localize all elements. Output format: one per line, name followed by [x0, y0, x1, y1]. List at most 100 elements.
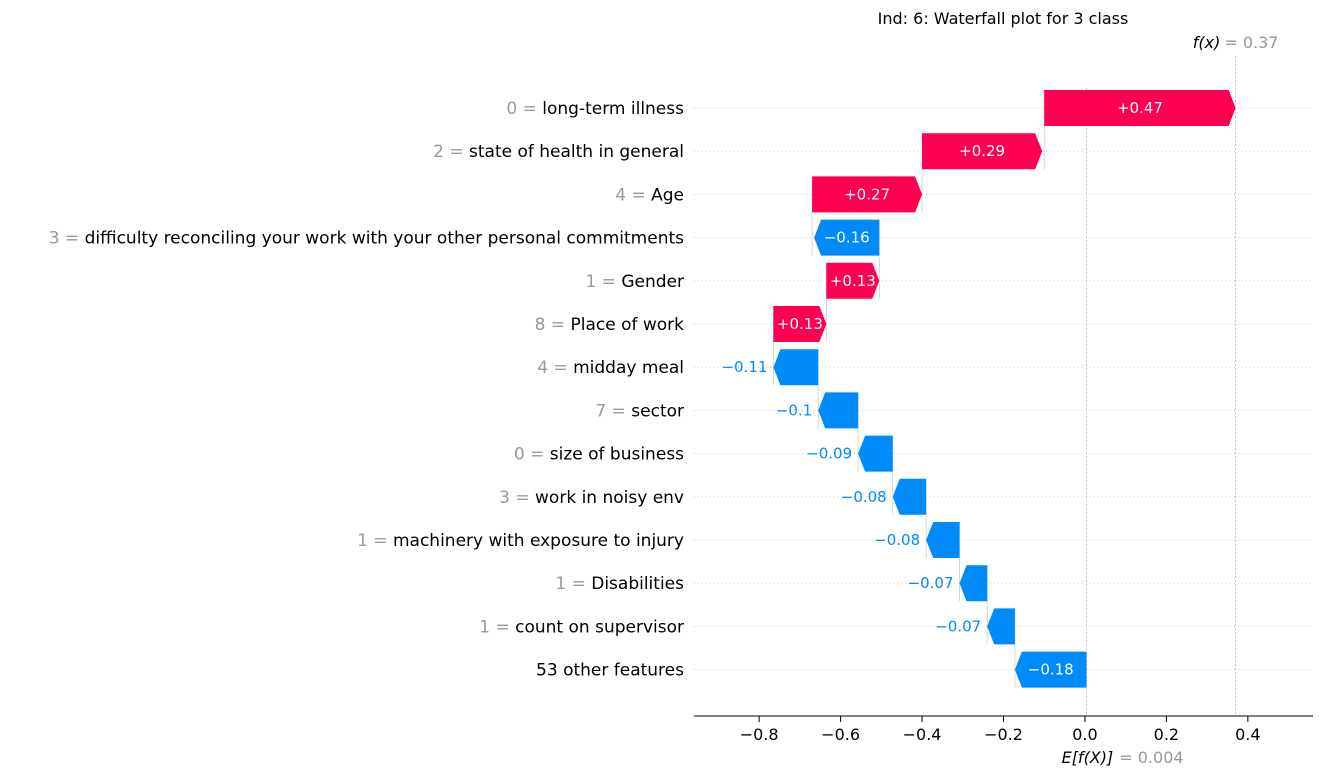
negative-bar	[818, 392, 859, 429]
negative-bar	[926, 522, 960, 558]
feature-name: Place of work	[570, 315, 684, 335]
feature-label: 4 = Age	[615, 185, 684, 205]
feature-name: 53 other features	[536, 661, 684, 681]
chart-title: Ind: 6: Waterfall plot for 3 class	[878, 9, 1129, 28]
feature-label: 2 = state of health in general	[433, 142, 684, 162]
feature-name: sector	[631, 401, 684, 421]
bar-value-label: −0.08	[841, 488, 887, 506]
feature-name: Age	[651, 185, 684, 205]
positive-bar	[812, 176, 923, 213]
equals-sign: =	[525, 445, 550, 465]
bar-value-label: −0.09	[806, 445, 852, 463]
feature-value: 0	[506, 99, 517, 119]
feature-label: 53 other features	[536, 661, 684, 681]
bar-value-label: −0.1	[776, 401, 812, 419]
positive-bar	[773, 306, 827, 342]
feature-name: work in noisy env	[535, 488, 684, 508]
equals-sign: =	[60, 229, 85, 249]
feature-label: 1 = machinery with exposure to injury	[357, 531, 684, 551]
feature-value: 4	[537, 358, 548, 378]
x-axis: −0.8 −0.6 −0.4 −0.2 0.0 0.2 0.4	[694, 715, 1313, 744]
base-value-text: = 0.004	[1119, 748, 1183, 767]
x-tick-label: −0.2	[984, 725, 1023, 744]
feature-name: size of business	[550, 445, 684, 465]
feature-label: 3 = work in noisy env	[499, 488, 684, 508]
equals-sign: =	[510, 488, 535, 508]
feature-value: 3	[499, 488, 510, 508]
feature-label: 7 = sector	[595, 401, 684, 421]
base-label: E[f(X)]	[1062, 748, 1114, 767]
bar-value-label: −0.07	[935, 617, 981, 635]
equals-sign: =	[596, 272, 621, 292]
bar-value-label: +0.47	[1117, 99, 1163, 117]
equals-sign: =	[606, 401, 631, 421]
output-value-annotation: f(x) = 0.37	[1193, 33, 1279, 52]
bar-value-label: −0.11	[721, 358, 767, 376]
equals-sign: =	[545, 315, 570, 335]
feature-value: 1	[479, 617, 490, 637]
feature-value: 3	[49, 229, 60, 249]
feature-value: 0	[514, 445, 525, 465]
equals-sign: =	[566, 574, 591, 594]
feature-name: midday meal	[573, 358, 684, 378]
bar-value-label: −0.16	[824, 229, 870, 247]
feature-value: 1	[585, 272, 596, 292]
output-label: f(x)	[1193, 33, 1221, 52]
negative-bar	[959, 565, 988, 602]
x-tick-label: 0.0	[1072, 725, 1097, 744]
equals-sign: =	[368, 531, 393, 551]
base-value-annotation: E[f(X)] = 0.004	[1062, 748, 1184, 767]
feature-name: machinery with exposure to injury	[393, 531, 684, 551]
bar-value-label: +0.13	[830, 272, 876, 290]
positive-bar	[826, 262, 880, 299]
feature-name: Disabilities	[591, 574, 684, 594]
positive-bar	[922, 133, 1043, 170]
feature-value: 4	[615, 185, 626, 205]
feature-value: 2	[433, 142, 444, 162]
row-gridlines	[694, 107, 1313, 671]
feature-label: 0 = long-term illness	[506, 99, 684, 119]
feature-name: Gender	[621, 272, 684, 292]
x-tick-label: 0.2	[1154, 725, 1179, 744]
bar-value-label: −0.07	[908, 574, 954, 592]
x-tick-label: −0.4	[903, 725, 942, 744]
feature-name: difficulty reconciling your work with yo…	[85, 229, 685, 249]
feature-value: 1	[357, 531, 368, 551]
equals-sign: =	[444, 142, 469, 162]
feature-name: count on supervisor	[515, 617, 684, 637]
negative-bar	[773, 349, 819, 386]
feature-label: 1 = Disabilities	[555, 574, 684, 594]
bar-value-label: +0.27	[844, 185, 890, 203]
negative-bar	[987, 608, 1015, 645]
negative-bar	[858, 435, 893, 472]
contribution-bars: +0.47 +0.29 +0.27 −0.16 +0.13 +0.13 −0.11 −0.1 −…	[721, 90, 1236, 688]
x-tick-label: 0.4	[1235, 725, 1260, 744]
equals-sign: =	[490, 617, 515, 637]
bar-value-label: −0.18	[1028, 661, 1074, 679]
bar-value-label: +0.13	[777, 315, 823, 333]
feature-label: 8 = Place of work	[535, 315, 685, 335]
feature-label: 4 = midday meal	[537, 358, 684, 378]
equals-sign: =	[548, 358, 573, 378]
feature-label: 0 = size of business	[514, 445, 684, 465]
value-annotations: f(x) = 0.37 E[f(X)] = 0.004	[1062, 33, 1279, 767]
feature-value: 1	[555, 574, 566, 594]
feature-value: 7	[595, 401, 606, 421]
feature-labels: 0 = long-term illness 2 = state of health…	[49, 99, 684, 681]
x-tick-label: −0.6	[821, 725, 860, 744]
x-tick-label: −0.8	[740, 725, 779, 744]
feature-name: long-term illness	[542, 99, 684, 119]
equals-sign: =	[626, 185, 651, 205]
bar-value-label: +0.29	[959, 142, 1005, 160]
output-value-text: = 0.37	[1224, 33, 1278, 52]
feature-label: 1 = count on supervisor	[479, 617, 684, 637]
bar-value-label: −0.08	[874, 531, 920, 549]
feature-label: 3 = difficulty reconciling your work wit…	[49, 229, 684, 249]
feature-label: 1 = Gender	[585, 272, 684, 292]
negative-bar	[814, 219, 880, 256]
feature-name: state of health in general	[469, 142, 684, 162]
negative-bar	[1014, 651, 1087, 688]
feature-value: 8	[535, 315, 546, 335]
negative-bar	[892, 478, 927, 515]
